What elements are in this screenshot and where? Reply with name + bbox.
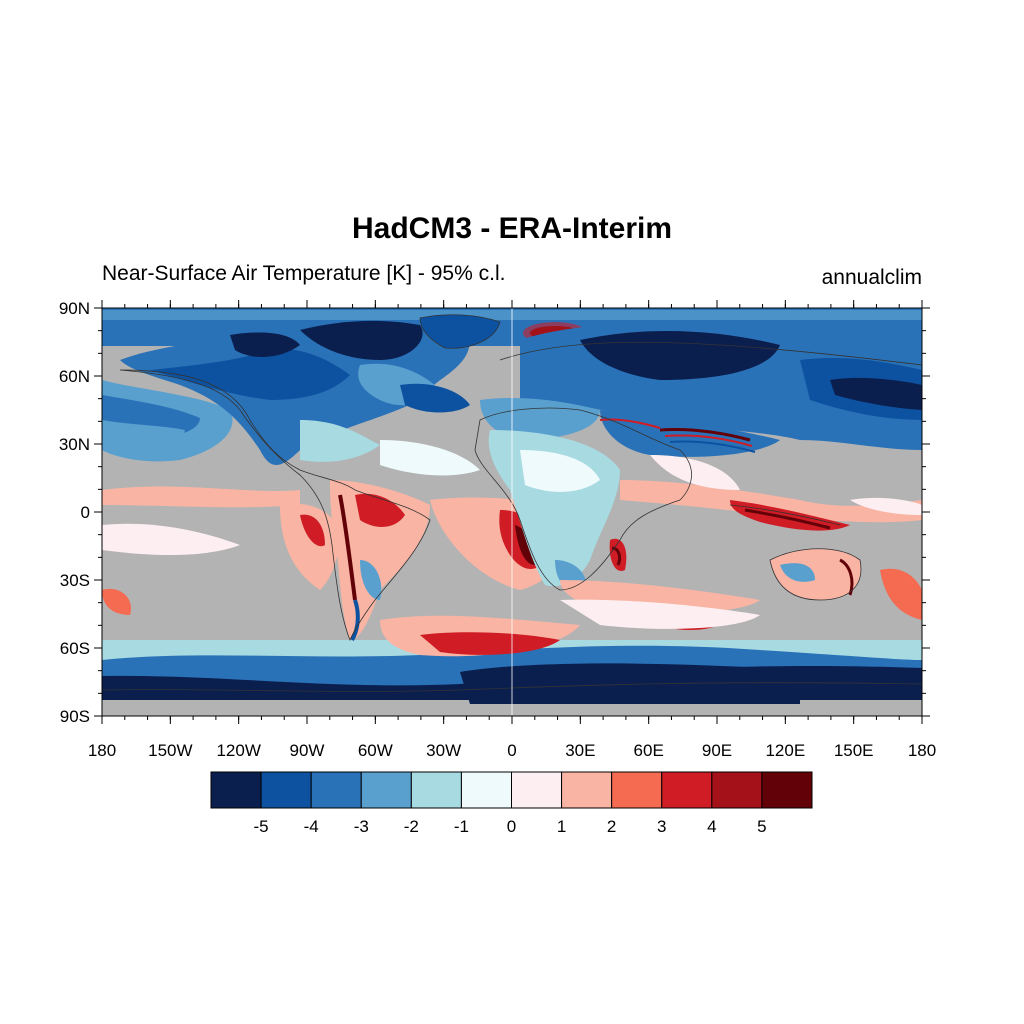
colorbar <box>210 771 813 809</box>
lon-label: 120E <box>765 741 805 760</box>
lon-label: 0 <box>507 741 516 760</box>
lon-label: 120W <box>216 741 260 760</box>
lat-label: 60S <box>60 639 90 658</box>
colorbar-label: -2 <box>404 817 419 836</box>
colorbar-label: -1 <box>454 817 469 836</box>
latitude-labels: 90N 60N 30N 0 30S 60S 90S <box>59 299 90 726</box>
colorbar-swatch <box>561 771 613 809</box>
period-subtitle: annualclim <box>821 266 922 289</box>
colorbar-swatch <box>260 771 312 809</box>
colorbar-label: 3 <box>657 817 666 836</box>
axis-ticks <box>94 300 930 724</box>
colorbar-swatch <box>460 771 512 809</box>
coastlines <box>102 314 922 692</box>
lon-label: 180 <box>88 741 116 760</box>
colorbar-labels: -5 -4 -3 -2 -1 0 1 2 3 4 5 <box>254 817 767 836</box>
colorbar-label: -5 <box>254 817 269 836</box>
lat-label: 60N <box>59 367 90 386</box>
lon-label: 60W <box>358 741 393 760</box>
colorbar-swatch <box>711 771 763 809</box>
plot-title: HadCM3 - ERA-Interim <box>351 212 673 245</box>
lon-label: 150W <box>148 741 192 760</box>
colorbar-label: 4 <box>707 817 716 836</box>
lat-label: 30S <box>60 571 90 590</box>
colorbar-swatch <box>210 771 262 809</box>
lon-label: 60E <box>634 741 664 760</box>
lon-label: 90E <box>702 741 732 760</box>
lat-label: 90S <box>60 707 90 726</box>
lon-label: 30E <box>565 741 595 760</box>
lon-label: 150E <box>834 741 874 760</box>
colorbar-swatch <box>360 771 412 809</box>
colorbar-swatch <box>661 771 713 809</box>
colorbar-swatch <box>761 771 813 809</box>
lat-label: 0 <box>81 503 90 522</box>
colorbar-label: -4 <box>304 817 319 836</box>
colorbar-label: 1 <box>557 817 566 836</box>
lat-label: 30N <box>59 435 90 454</box>
variable-subtitle: Near-Surface Air Temperature [K] - 95% c… <box>102 262 506 285</box>
lon-label: 90W <box>290 741 325 760</box>
colorbar-label: 2 <box>607 817 616 836</box>
colorbar-label: 0 <box>507 817 516 836</box>
colorbar-swatch <box>511 771 563 809</box>
lon-label: 30W <box>426 741 461 760</box>
colorbar-swatch <box>410 771 462 809</box>
lon-label: 180 <box>908 741 936 760</box>
colorbar-label: 5 <box>757 817 766 836</box>
lat-label: 90N <box>59 299 90 318</box>
colorbar-swatch <box>611 771 663 809</box>
longitude-labels: 180 150W 120W 90W 60W 30W 0 30E 60E 90E 120E 150E 18… <box>88 741 936 760</box>
temperature-difference-map <box>102 308 922 716</box>
colorbar-swatch <box>310 771 362 809</box>
colorbar-label: -3 <box>354 817 369 836</box>
